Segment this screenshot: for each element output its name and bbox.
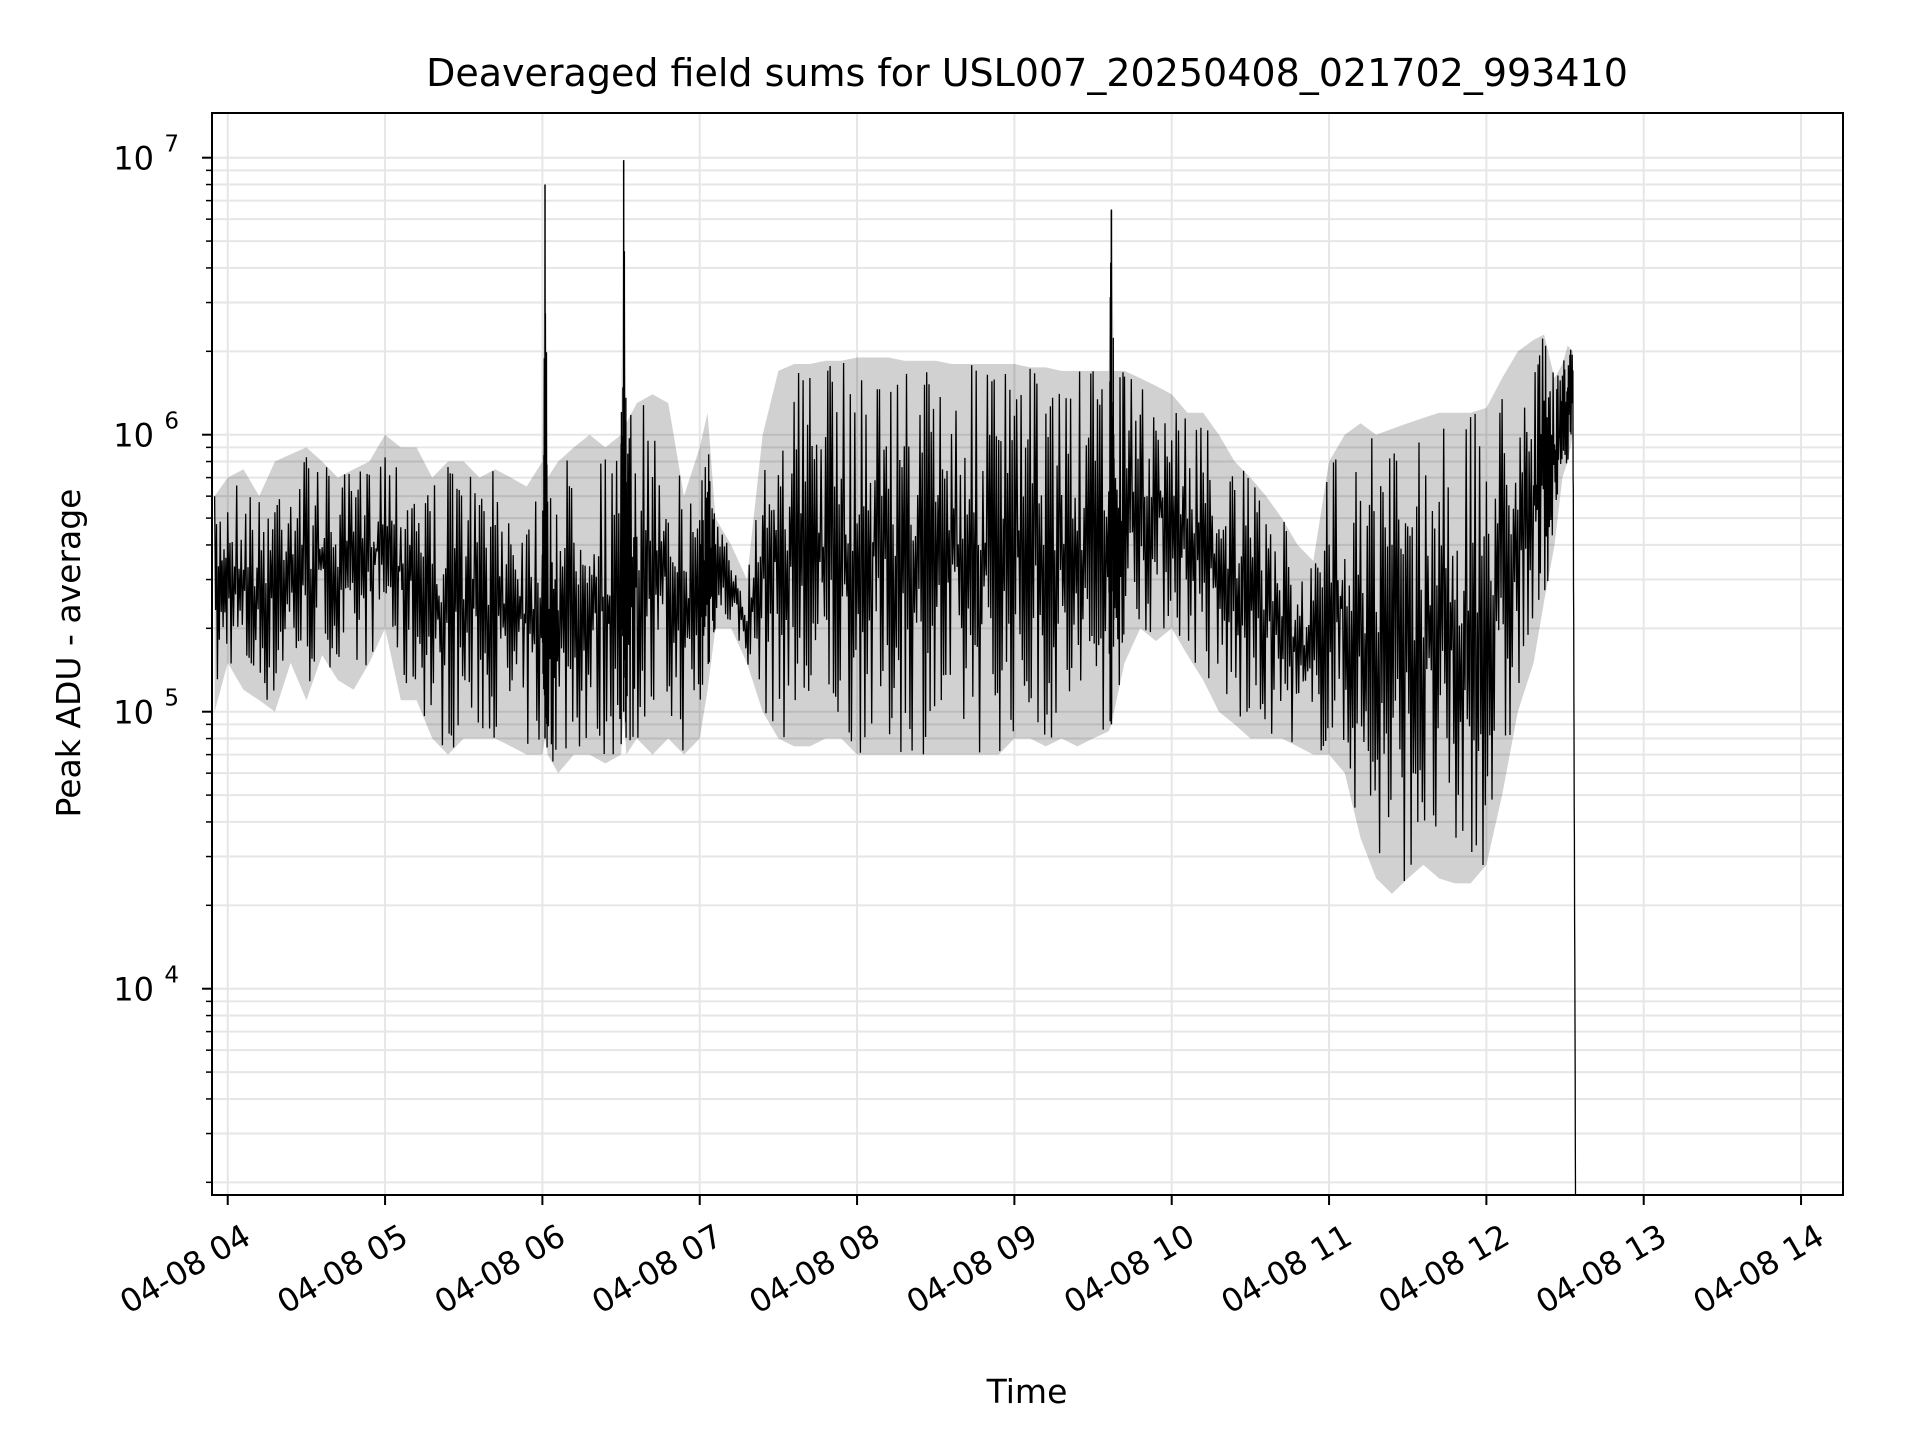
x-axis-label: Time xyxy=(986,1372,1068,1411)
y-tick-exponent: 6 xyxy=(164,409,179,435)
plot-frame xyxy=(211,112,1844,1196)
chart-title: Deaveraged field sums for USL007_2025040… xyxy=(426,51,1628,95)
y-tick-label: 10 xyxy=(113,140,154,178)
grid xyxy=(212,113,1843,1195)
series-line xyxy=(213,211,1577,1195)
series-envelope xyxy=(214,160,1576,1195)
y-tick-label: 10 xyxy=(113,417,154,455)
data-layer xyxy=(213,160,1577,1195)
y-tick-label: 10 xyxy=(113,694,154,732)
y-tick-exponent: 5 xyxy=(164,686,179,712)
y-tick-exponent: 4 xyxy=(164,963,179,989)
y-axis-label: Peak ADU - average xyxy=(49,489,88,818)
y-tick-label: 10 xyxy=(113,971,154,1009)
y-tick-exponent: 7 xyxy=(164,132,179,158)
